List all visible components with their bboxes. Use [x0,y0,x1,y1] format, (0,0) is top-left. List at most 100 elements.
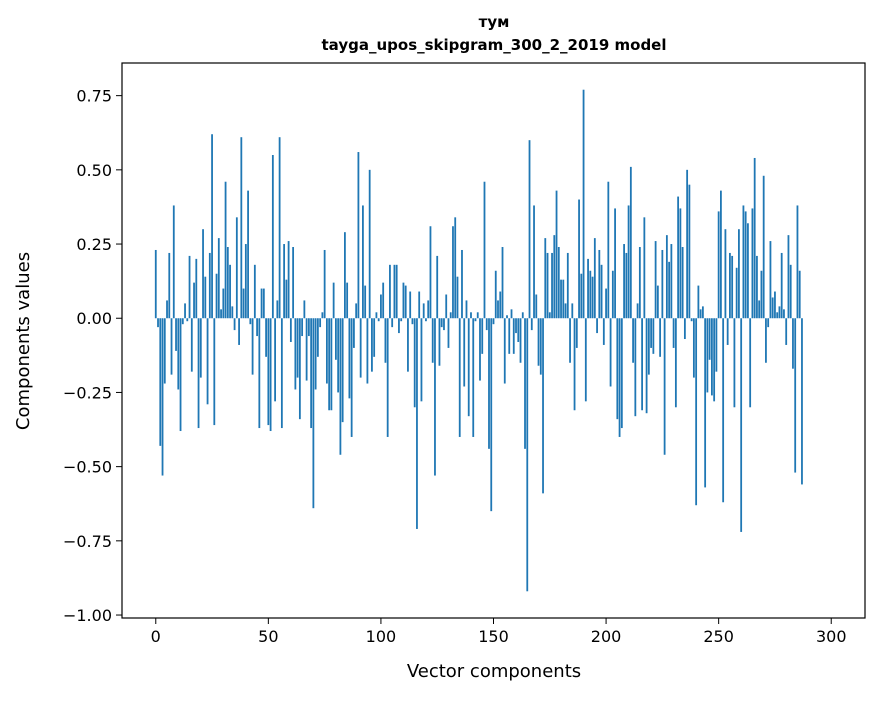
bar [393,264,396,319]
bar [386,318,389,437]
bar [526,318,529,592]
bar [231,306,234,319]
bar [742,205,745,319]
bar [344,232,346,319]
bar [641,318,643,411]
bar [303,300,306,319]
bar [481,318,484,354]
bar [184,303,186,319]
bar [542,318,544,494]
bar [488,318,490,449]
bar [677,196,680,319]
bar [517,318,520,342]
bar [260,288,263,319]
bar [582,89,585,319]
bar [411,318,414,325]
bar [425,318,427,322]
y-tick-label: −1.00 [63,606,112,625]
bar [575,318,578,348]
bar [472,318,475,437]
bar [443,318,445,331]
bar [501,247,504,319]
bar [560,279,562,319]
y-axis-label: Components values [13,252,34,430]
bar [679,208,682,319]
bar [215,273,218,319]
bar [528,140,531,319]
bar [623,244,625,319]
bar [262,288,265,319]
bar [175,318,177,351]
bar [389,264,391,319]
bar [240,137,243,319]
bar [316,318,319,357]
bar [596,318,598,334]
bar [620,318,623,429]
bar [350,318,353,437]
bar [454,217,457,319]
bar [521,312,524,319]
bar [789,264,792,319]
bar [445,294,448,319]
bar [224,181,227,319]
bar [431,318,434,363]
bar [449,312,452,319]
bar [467,318,470,417]
bar [634,318,637,417]
bar [213,318,216,426]
bar [229,264,231,319]
bar [533,205,535,319]
bar [398,318,400,334]
bar [512,318,515,354]
bar [535,294,538,319]
bar [636,303,639,319]
bar [357,152,360,319]
bar [767,318,770,328]
bar [508,318,511,354]
bar [278,137,281,319]
bar [476,312,479,319]
bar [310,318,313,429]
bar [573,318,576,411]
bar [792,318,794,369]
bar [794,318,797,473]
bar [276,300,279,319]
bar [294,318,297,390]
bar [177,318,180,390]
bar [371,318,373,372]
bar [598,249,601,319]
bar [465,300,468,319]
y-tick-label: −0.50 [63,458,112,477]
bar [407,318,409,372]
bar [202,229,204,319]
bar [197,318,200,429]
bar [395,264,398,319]
plot-frame [121,62,866,619]
bar [510,309,513,319]
bar [787,235,790,319]
x-axis-ticks: 0 50 100 150 200 250 300 [151,618,847,646]
bar [551,252,553,319]
x-tick-label: 100 [366,627,397,646]
bar [699,309,702,319]
bar [373,318,376,357]
bar [591,276,594,319]
bar [474,318,477,322]
bar [346,282,349,319]
bar [618,318,621,437]
bar [659,318,662,357]
bar-series [154,89,803,592]
bar [413,318,416,408]
bar [301,318,304,337]
bar [643,217,646,319]
bar [733,318,736,408]
bar [726,318,729,345]
bar [195,258,198,319]
bar [222,288,225,319]
bar [674,318,677,408]
bar [562,279,565,319]
bar [801,318,803,485]
bar [170,318,173,375]
bar [769,241,772,319]
